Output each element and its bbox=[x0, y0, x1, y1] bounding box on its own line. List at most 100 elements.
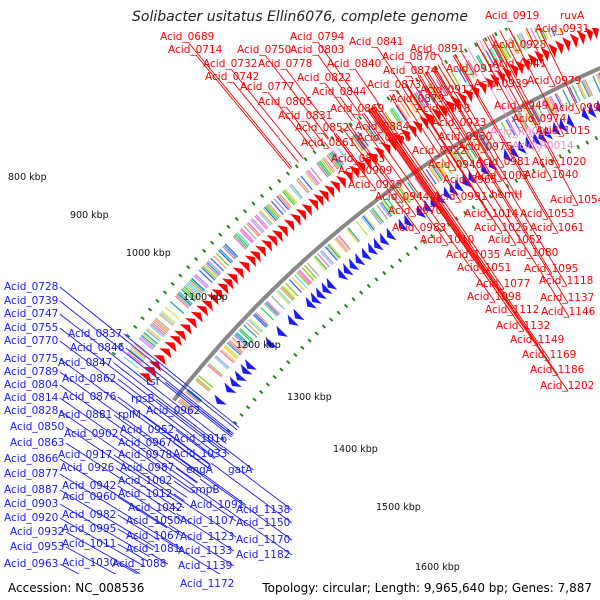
forward-gene-label: Acid_1003 bbox=[474, 170, 528, 182]
forward-gene-label: Acid_0913 bbox=[446, 63, 500, 75]
gc-skew-tick bbox=[430, 233, 435, 239]
feature-tick bbox=[252, 314, 267, 328]
forward-gene-arrow bbox=[380, 142, 391, 156]
forward-gene-label: Acid_0944 bbox=[375, 191, 430, 203]
reverse-gene-label: Acid_1133 bbox=[178, 545, 232, 557]
feature-tick bbox=[338, 235, 351, 250]
reverse-connector-line bbox=[113, 362, 224, 448]
forward-gene-arrow bbox=[342, 170, 353, 184]
feature-tick bbox=[161, 310, 176, 324]
forward-gene-label: hemH bbox=[491, 189, 522, 201]
feature-tick bbox=[277, 289, 291, 304]
reverse-connector-line bbox=[223, 446, 254, 471]
feature-tick bbox=[326, 245, 339, 260]
feature-tick bbox=[181, 288, 196, 302]
kbp-marker: 1500 kbp bbox=[376, 502, 421, 513]
forward-gene-label: Acid_1186 bbox=[530, 364, 585, 376]
kbp-marker: 1600 kbp bbox=[415, 562, 460, 573]
reverse-connector-line bbox=[117, 562, 139, 574]
feature-tick bbox=[152, 320, 168, 334]
forward-gene-label: Acid_0750 bbox=[237, 44, 291, 56]
feature-tick bbox=[239, 229, 253, 244]
reverse-gene-label: Acid_0846 bbox=[70, 342, 125, 354]
forward-gene-label: Acid_0831 bbox=[278, 110, 332, 122]
feature-tick bbox=[366, 124, 378, 141]
feature-tick bbox=[395, 190, 408, 206]
forward-connector-line bbox=[267, 91, 315, 151]
reverse-gene-label: Acid_0942 bbox=[62, 480, 116, 492]
kbp-marker: 900 kbp bbox=[70, 210, 109, 221]
feature-tick bbox=[276, 195, 290, 211]
feature-tick bbox=[459, 64, 470, 82]
gc-skew-tick bbox=[397, 258, 402, 263]
feature-tick bbox=[154, 319, 169, 332]
gc-skew-tick bbox=[374, 277, 379, 282]
forward-connector-line bbox=[419, 75, 445, 115]
forward-gene-arrow bbox=[232, 267, 245, 279]
feature-tick bbox=[229, 339, 244, 353]
reverse-connector-line bbox=[202, 475, 293, 541]
reverse-gene-label: Acid_0887 bbox=[4, 484, 58, 496]
reverse-gene-arrow bbox=[321, 282, 333, 294]
feature-tick bbox=[577, 82, 587, 99]
genome-summary-text: Topology: circular; Length: 9,965,640 bp… bbox=[262, 581, 592, 595]
feature-tick bbox=[145, 329, 161, 342]
forward-gene-arrow bbox=[226, 273, 239, 285]
forward-gene-label: Acid_0974 bbox=[512, 113, 567, 125]
reverse-gene-label: Acid_0987 bbox=[120, 462, 174, 474]
feature-tick bbox=[218, 249, 232, 264]
feature-tick bbox=[155, 317, 170, 331]
forward-gene-label: Acid_0912 bbox=[420, 84, 474, 96]
reverse-connector-line bbox=[194, 486, 293, 556]
feature-tick bbox=[414, 176, 426, 193]
reverse-gene-arrow bbox=[525, 135, 534, 150]
feature-tick bbox=[304, 171, 318, 187]
gc-skew-tick bbox=[343, 303, 349, 309]
forward-gene-label: Acid_0993 bbox=[552, 102, 600, 114]
reverse-gene-arrow bbox=[386, 227, 397, 241]
reverse-gene-arrow bbox=[229, 376, 242, 387]
feature-tick bbox=[324, 246, 338, 261]
gc-skew-tick bbox=[358, 115, 363, 121]
gc-skew-tick bbox=[415, 77, 419, 82]
gc-skew-tick bbox=[348, 122, 353, 127]
feature-tick bbox=[176, 294, 191, 308]
forward-gene-label: Acid_0732 bbox=[203, 58, 257, 70]
forward-connector-line bbox=[305, 120, 324, 144]
feature-tick bbox=[178, 291, 193, 305]
feature-tick bbox=[328, 242, 342, 258]
feature-tick bbox=[478, 135, 489, 152]
forward-gene-label: Acid_0991 bbox=[433, 191, 487, 203]
feature-tick bbox=[493, 46, 504, 63]
reverse-connector-line bbox=[173, 454, 203, 476]
forward-gene-arrow bbox=[190, 311, 203, 323]
feature-tick bbox=[300, 175, 313, 191]
feature-tick bbox=[149, 324, 164, 338]
feature-tick bbox=[235, 233, 249, 248]
reverse-connector-line bbox=[175, 429, 215, 460]
feature-tick bbox=[290, 183, 304, 199]
gc-skew-tick bbox=[285, 171, 291, 176]
forward-gene-label: Acid_0852 bbox=[295, 122, 349, 134]
gc-skew-tick bbox=[218, 232, 223, 237]
forward-gene-label: Acid_0873 bbox=[367, 79, 421, 91]
forward-gene-arrow bbox=[548, 43, 557, 59]
forward-gene-arrow bbox=[211, 289, 224, 301]
feature-tick bbox=[142, 333, 157, 346]
feature-tick bbox=[187, 388, 203, 402]
forward-connector-line bbox=[405, 84, 493, 220]
gc-skew-tick bbox=[382, 270, 387, 276]
forward-gene-arrow bbox=[221, 278, 234, 290]
feature-tick bbox=[410, 94, 422, 111]
feature-tick bbox=[461, 63, 472, 81]
gc-skew-tick bbox=[531, 168, 536, 173]
forward-gene-label: Acid_0714 bbox=[168, 44, 223, 56]
reverse-gene-label: Acid_1172 bbox=[180, 578, 234, 590]
gc-skew-tick bbox=[251, 201, 256, 206]
forward-gene-label: Acid_0979 bbox=[527, 75, 581, 87]
feature-tick bbox=[265, 302, 279, 316]
forward-gene-label: ruvA bbox=[560, 10, 585, 22]
forward-connector-line bbox=[371, 106, 559, 376]
reverse-connector-line bbox=[113, 454, 185, 503]
forward-gene-label: Acid_0805 bbox=[258, 96, 312, 108]
